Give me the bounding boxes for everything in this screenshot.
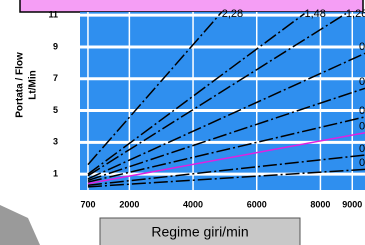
x-tick-label: 9000 xyxy=(342,199,362,209)
series-label: 0 xyxy=(359,143,365,155)
series-label: 0 xyxy=(359,157,365,169)
series-label: 0,92 xyxy=(359,41,365,53)
chart: Portata / Flow Lt/Min Regime giri/min 1 3… xyxy=(0,0,365,245)
device-image xyxy=(0,205,40,245)
y-tick-label: 1 xyxy=(53,168,58,178)
plot-area xyxy=(80,12,365,190)
x-tick-label: 700 xyxy=(80,199,95,209)
y-tick-label: 7 xyxy=(53,73,58,83)
x-tick-label: 8000 xyxy=(310,199,330,209)
x-tick-label: 2000 xyxy=(119,199,139,209)
series-label: 0 xyxy=(359,121,365,133)
x-tick-label: 4000 xyxy=(183,199,203,209)
x-tick-label: 6000 xyxy=(247,199,267,209)
series-label: 1,26 xyxy=(346,8,365,20)
y-tick-label: 5 xyxy=(53,105,58,115)
y-tick-label: 11 xyxy=(48,10,58,20)
series-label: 0 xyxy=(359,105,365,117)
series-label: 0 xyxy=(359,76,365,88)
x-axis-title: Regime giri/min xyxy=(151,224,248,240)
series-label: 1,48 xyxy=(304,8,325,20)
y-tick-label: 9 xyxy=(53,41,58,51)
y-axis-title: Portata / Flow xyxy=(15,52,26,118)
y-axis-unit: Lt/Min xyxy=(28,70,39,99)
y-tick-label: 3 xyxy=(53,137,58,147)
series-label: 2,28 xyxy=(222,8,243,20)
y-label-box xyxy=(0,45,52,125)
